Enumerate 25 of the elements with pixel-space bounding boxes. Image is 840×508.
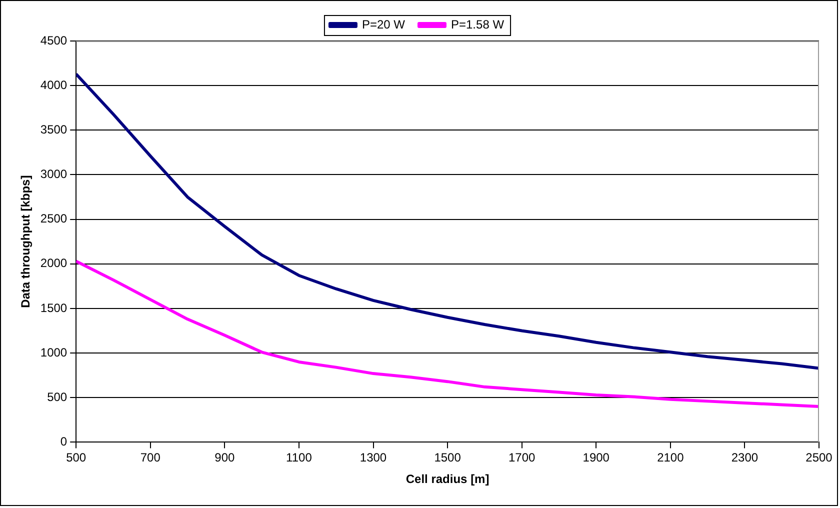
y-tick-label: 2500 <box>40 212 68 226</box>
x-tick-label: 1700 <box>508 450 536 465</box>
x-tick-label: 900 <box>214 450 236 465</box>
x-tick-label: 2500 <box>806 450 833 465</box>
y-tick-label: 3000 <box>40 167 68 182</box>
y-tick-label: 3500 <box>40 122 68 136</box>
legend-label: P=1.58 W <box>450 17 505 32</box>
y-tick-label: 4500 <box>40 33 68 48</box>
y-tick-label: 500 <box>47 390 68 404</box>
x-tick-label: 2300 <box>731 450 758 465</box>
y-tick-label: 4000 <box>40 78 68 92</box>
x-tick-label: 700 <box>140 450 161 465</box>
y-tick-label: 1500 <box>40 300 68 315</box>
y-axis-title: Data throughput [kbps] <box>18 175 33 308</box>
x-tick-label: 2100 <box>657 450 684 465</box>
x-tick-label: 1900 <box>582 450 610 465</box>
y-tick-label: 0 <box>60 434 68 449</box>
legend-label: P=20 W <box>362 17 406 32</box>
x-tick-label: 1500 <box>434 450 462 465</box>
x-tick-label: 500 <box>66 450 86 465</box>
x-tick-label: 1300 <box>360 450 387 465</box>
x-tick-label: 1100 <box>286 450 312 465</box>
y-tick-label: 2000 <box>40 256 68 270</box>
y-tick-label: 1000 <box>40 345 68 360</box>
x-axis-title: Cell radius [m] <box>406 472 490 486</box>
